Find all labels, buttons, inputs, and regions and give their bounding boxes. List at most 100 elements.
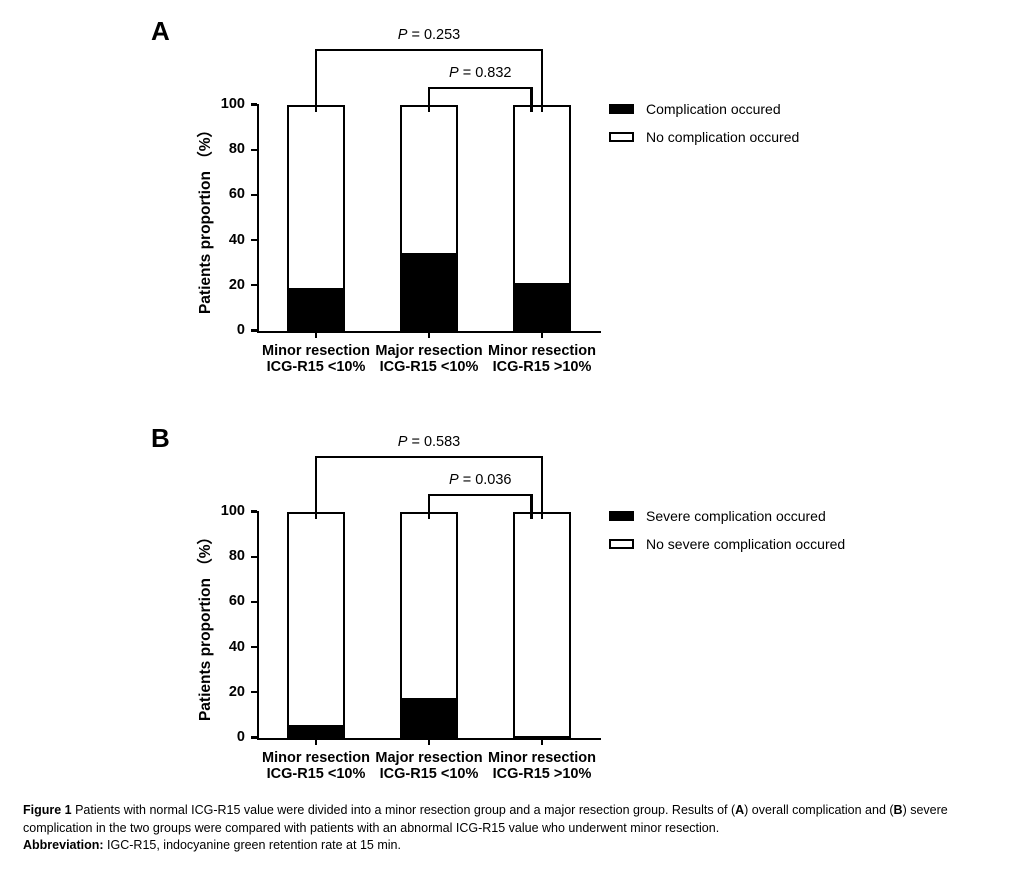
y-tick-label: 20 xyxy=(228,683,245,700)
caption-line: complication in the two groups were comp… xyxy=(23,820,1025,838)
x-category-line: Minor resection xyxy=(262,749,370,766)
x-category-label: Minor resection ICG-R15 <10% xyxy=(231,343,401,375)
bracket-drop-line xyxy=(314,48,318,112)
significance-bracket xyxy=(427,494,533,497)
x-category-line: Minor resection xyxy=(488,749,596,766)
x-tick-mark xyxy=(314,332,318,338)
y-tick-label: 0 xyxy=(236,322,245,338)
x-tick-mark xyxy=(540,332,544,338)
x-category-line: ICG-R15 <10% xyxy=(379,358,479,375)
y-tick-mark xyxy=(250,691,257,694)
x-axis-line xyxy=(256,737,601,740)
p-italic: P xyxy=(397,26,408,43)
bracket-drop-line xyxy=(530,87,533,112)
caption-text: IGC-R15, indocyanine green retention rat… xyxy=(103,838,401,853)
bar-2-filled-segment xyxy=(400,697,458,738)
caption-text: ) overall complication and ( xyxy=(744,803,894,817)
bracket-drop-line xyxy=(314,455,318,519)
x-category-line: Major resection xyxy=(375,749,483,766)
y-tick-label: 40 xyxy=(228,638,245,655)
x-category-label: Minor resection ICG-R15 <10% xyxy=(231,750,401,782)
legend-label: Complication occured xyxy=(646,100,781,117)
x-tick-mark xyxy=(427,332,431,338)
y-tick-mark xyxy=(250,329,257,332)
bar-3-outline xyxy=(513,511,571,738)
y-axis-title: Patients proportion （%） xyxy=(197,121,214,314)
p-value-label: P = 0.832 xyxy=(449,65,512,81)
significance-bracket xyxy=(427,87,533,90)
legend-swatch-open xyxy=(609,131,634,142)
y-tick-label: 60 xyxy=(228,593,245,610)
x-tick-mark xyxy=(314,739,318,745)
legend-label: No severe complication occured xyxy=(646,535,846,552)
caption-text: complication in the two groups were comp… xyxy=(23,820,720,835)
x-category-line: Minor resection xyxy=(262,342,370,359)
y-tick-label: 60 xyxy=(228,186,245,203)
x-category-label: Minor resection ICG-R15 >10% xyxy=(457,343,627,375)
y-tick-mark xyxy=(250,555,257,558)
x-category-line: ICG-R15 >10% xyxy=(492,358,592,375)
p-italic: P xyxy=(449,472,459,488)
y-tick-label: 100 xyxy=(220,96,245,112)
legend-swatch-open xyxy=(609,538,634,549)
bracket-drop-line xyxy=(427,87,431,112)
significance-bracket xyxy=(314,48,544,51)
panel-label-b: B xyxy=(151,422,170,453)
p-value-label: P = 0.583 xyxy=(397,433,461,450)
y-tick-mark xyxy=(250,148,257,151)
y-axis-title: Patients proportion （%） xyxy=(197,528,214,721)
y-tick-mark xyxy=(250,600,257,604)
y-tick-label: 40 xyxy=(228,231,245,248)
x-category-label: Major resection ICG-R15 <10% xyxy=(344,750,514,782)
bracket-drop-line xyxy=(540,48,544,112)
y-tick-mark xyxy=(250,645,257,649)
caption-bold-text: Figure 1 xyxy=(23,803,72,817)
x-tick-mark xyxy=(427,739,431,745)
x-tick-mark xyxy=(540,739,544,745)
bar-1-outline xyxy=(287,511,345,738)
caption-text: Patients with normal ICG-R15 value were … xyxy=(71,803,736,817)
y-tick-label: 80 xyxy=(228,548,245,565)
x-axis-line xyxy=(256,330,601,333)
caption-line: Abbreviation: IGC-R15, indocyanine green… xyxy=(23,837,1025,855)
p-value-label: P = 0.253 xyxy=(397,26,461,43)
y-tick-label: 100 xyxy=(220,503,245,519)
x-category-line: Minor resection xyxy=(488,342,596,359)
bar-2-filled-segment xyxy=(400,252,458,331)
y-tick-mark xyxy=(250,510,257,513)
y-tick-label: 80 xyxy=(228,141,245,158)
y-tick-mark xyxy=(250,736,257,739)
bracket-drop-line xyxy=(427,494,431,519)
x-category-label: Minor resection ICG-R15 >10% xyxy=(457,750,627,782)
p-italic: P xyxy=(397,433,408,450)
y-tick-mark xyxy=(250,103,257,106)
bar-1-filled-segment xyxy=(287,725,345,738)
legend-label: No complication occured xyxy=(646,128,800,145)
panel-label-a: A xyxy=(151,15,170,46)
x-category-line: ICG-R15 <10% xyxy=(266,358,366,375)
significance-bracket xyxy=(314,455,544,458)
y-tick-mark xyxy=(250,238,257,242)
legend-label: Severe complication occured xyxy=(646,507,826,524)
bracket-drop-line xyxy=(540,455,544,519)
bracket-drop-line xyxy=(530,494,533,519)
legend-swatch-filled xyxy=(609,103,634,114)
x-category-label: Major resection ICG-R15 <10% xyxy=(344,343,514,375)
p-italic: P xyxy=(449,65,459,81)
y-tick-mark xyxy=(250,284,257,287)
bar-1-filled-segment xyxy=(287,287,345,331)
caption-line: Figure 1 Patients with normal ICG-R15 va… xyxy=(23,802,1025,820)
legend-swatch-filled xyxy=(609,510,634,521)
x-category-line: ICG-R15 <10% xyxy=(379,765,479,782)
y-tick-mark xyxy=(250,193,257,197)
p-value-label: P = 0.036 xyxy=(449,472,512,488)
y-tick-label: 0 xyxy=(236,729,245,745)
caption-text: ) severe xyxy=(902,803,948,817)
caption-bold-text: B xyxy=(893,803,903,817)
y-axis-line xyxy=(256,510,259,740)
x-category-line: Major resection xyxy=(375,342,483,359)
x-category-line: ICG-R15 >10% xyxy=(492,765,592,782)
y-tick-label: 20 xyxy=(228,276,245,293)
bar-3-filled-segment xyxy=(513,283,571,331)
